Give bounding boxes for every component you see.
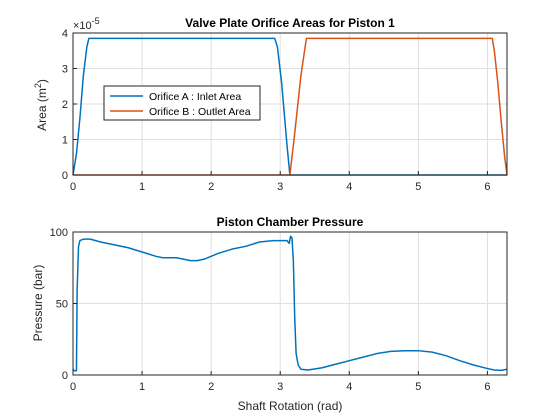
y-tick-label: 50 bbox=[56, 299, 68, 311]
orifice-areas-exponent: ×10-5 bbox=[73, 16, 100, 32]
pressure-title: Piston Chamber Pressure bbox=[217, 215, 364, 229]
pressure-axes: 0 1 2 3 4 5 6 0 50 100 Piston Chamber Pressure Pr… bbox=[31, 215, 508, 413]
orifice-areas-axes: 0 1 2 3 4 5 6 0 1 2 3 4 Valve Plate Orifice Areas f… bbox=[33, 16, 508, 193]
x-tick-label: 2 bbox=[208, 381, 214, 393]
x-tick-label: 1 bbox=[139, 381, 145, 393]
legend-label-outlet: Orifice B : Outlet Area bbox=[149, 106, 251, 118]
x-tick-label: 0 bbox=[70, 181, 76, 193]
legend-label-inlet: Orifice A : Inlet Area bbox=[149, 91, 241, 103]
exponent-base: ×10 bbox=[73, 20, 92, 32]
y-tick-label: 0 bbox=[62, 370, 68, 382]
x-tick-label: 3 bbox=[277, 181, 283, 193]
orifice-areas-ylabel: Area (m2) bbox=[33, 79, 49, 131]
pressure-ylabel: Pressure (bar) bbox=[31, 265, 45, 342]
x-tick-label: 6 bbox=[484, 381, 490, 393]
x-tick-label: 4 bbox=[346, 181, 352, 193]
x-tick-label: 4 bbox=[346, 381, 352, 393]
y-tick-label: 1 bbox=[62, 135, 68, 147]
exponent-power: -5 bbox=[92, 16, 100, 26]
x-tick-label: 1 bbox=[139, 181, 145, 193]
y-tick-label: 100 bbox=[50, 227, 68, 239]
series-line-1-1 bbox=[72, 37, 507, 176]
x-tick-label: 5 bbox=[415, 381, 421, 393]
ylabel-main: Area (m bbox=[35, 88, 49, 131]
y-tick-label: 2 bbox=[62, 99, 68, 111]
ylabel-tail: ) bbox=[35, 79, 49, 83]
orifice-areas-title: Valve Plate Orifice Areas for Piston 1 bbox=[185, 16, 395, 30]
y-tick-label: 0 bbox=[62, 170, 68, 182]
x-tick-label: 3 bbox=[277, 381, 283, 393]
ylabel-sup: 2 bbox=[33, 83, 43, 88]
orifice-areas-legend: Orifice A : Inlet Area Orifice B : Outle… bbox=[103, 85, 261, 121]
pressure-xlabel: Shaft Rotation (rad) bbox=[238, 399, 343, 413]
x-tick-label: 2 bbox=[208, 181, 214, 193]
x-tick-label: 5 bbox=[415, 181, 421, 193]
series-line-1-2 bbox=[73, 37, 508, 176]
y-tick-label: 4 bbox=[62, 28, 68, 40]
series-line-2-1 bbox=[72, 235, 508, 372]
x-tick-label: 6 bbox=[484, 181, 490, 193]
x-tick-label: 0 bbox=[70, 381, 76, 393]
y-tick-label: 3 bbox=[62, 64, 68, 76]
